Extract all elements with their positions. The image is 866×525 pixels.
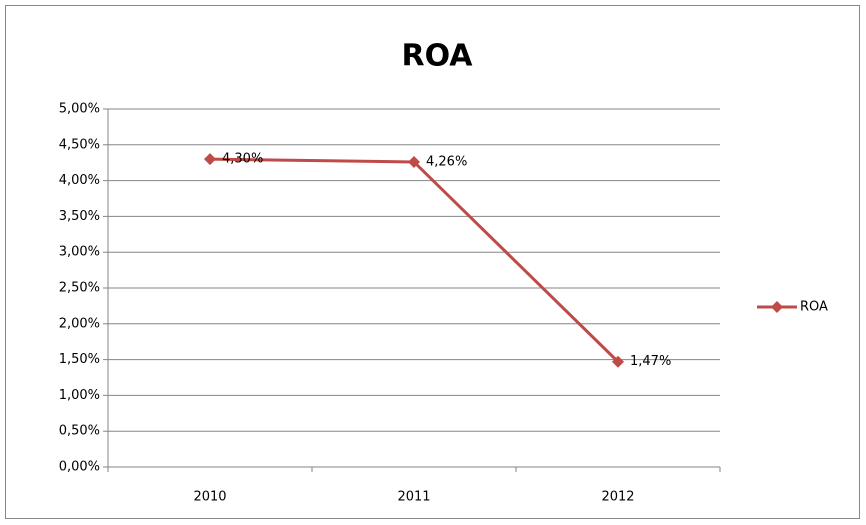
marker	[204, 153, 216, 166]
y-tick-label: 2,00%	[59, 316, 100, 331]
y-tick-label: 5,00%	[59, 102, 100, 117]
legend-label: ROA	[800, 300, 828, 315]
data-label: 4,26%	[426, 154, 467, 169]
y-tick-label: 1,00%	[59, 388, 100, 403]
x-tick-label: 2010	[193, 490, 226, 505]
y-tick-label: 3,50%	[59, 209, 100, 224]
y-tick-label: 3,00%	[59, 245, 100, 260]
y-tick-label: 4,00%	[59, 173, 100, 188]
y-tick-label: 1,50%	[59, 352, 100, 367]
data-label: 4,30%	[222, 152, 263, 167]
chart-title: ROA	[401, 39, 473, 74]
y-tick-label: 2,50%	[59, 281, 100, 296]
x-tick-label: 2011	[397, 490, 430, 505]
y-tick-label: 0,00%	[59, 460, 100, 475]
y-tick-label: 4,50%	[59, 137, 100, 152]
y-tick-label: 0,50%	[59, 424, 100, 439]
x-tick-label: 2012	[601, 490, 634, 505]
legend-marker	[771, 301, 783, 313]
marker	[612, 355, 624, 368]
data-label: 1,47%	[630, 354, 671, 369]
marker	[408, 155, 420, 168]
chart-border	[5, 5, 860, 519]
